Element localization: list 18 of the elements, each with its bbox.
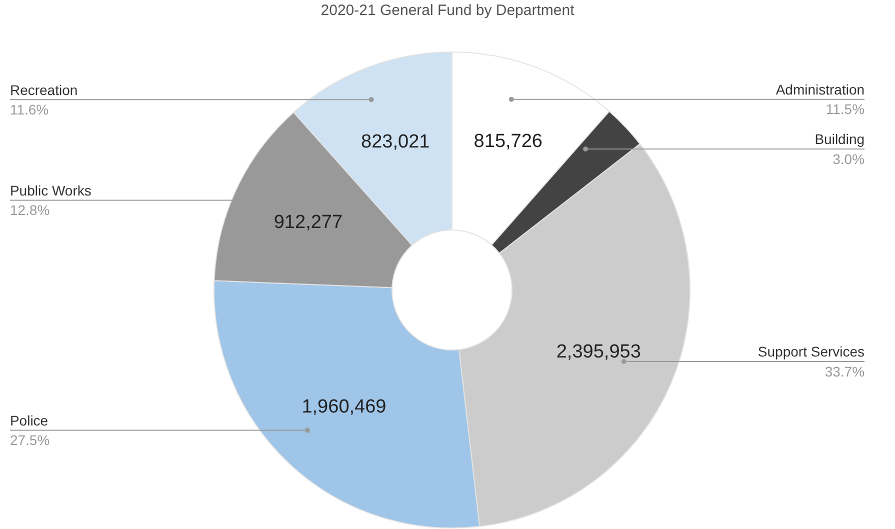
data-label: 33.7% bbox=[824, 363, 865, 380]
data-label: 3.0% bbox=[832, 150, 865, 167]
data-label: 11.6% bbox=[10, 101, 49, 118]
slice-label: Recreation bbox=[10, 82, 78, 98]
text: 2,395,953 bbox=[556, 341, 641, 362]
text: 912,277 bbox=[274, 212, 343, 234]
text: 815,726 bbox=[474, 131, 542, 152]
slice-label: Building bbox=[814, 131, 865, 148]
slice-label: Public Works bbox=[10, 182, 92, 198]
slice-label: Police bbox=[10, 412, 48, 428]
slice-label: Administration bbox=[776, 82, 865, 98]
text: 1,960,469 bbox=[302, 396, 386, 418]
text: 823,021 bbox=[361, 131, 430, 152]
data-label: 27.5% bbox=[10, 432, 50, 448]
data-label: 11.5% bbox=[826, 101, 865, 118]
chart-title: 2020-21 General Fund by Department bbox=[320, 2, 576, 19]
slice-label: Support Services bbox=[758, 344, 865, 360]
data-label: 12.8% bbox=[10, 202, 50, 218]
